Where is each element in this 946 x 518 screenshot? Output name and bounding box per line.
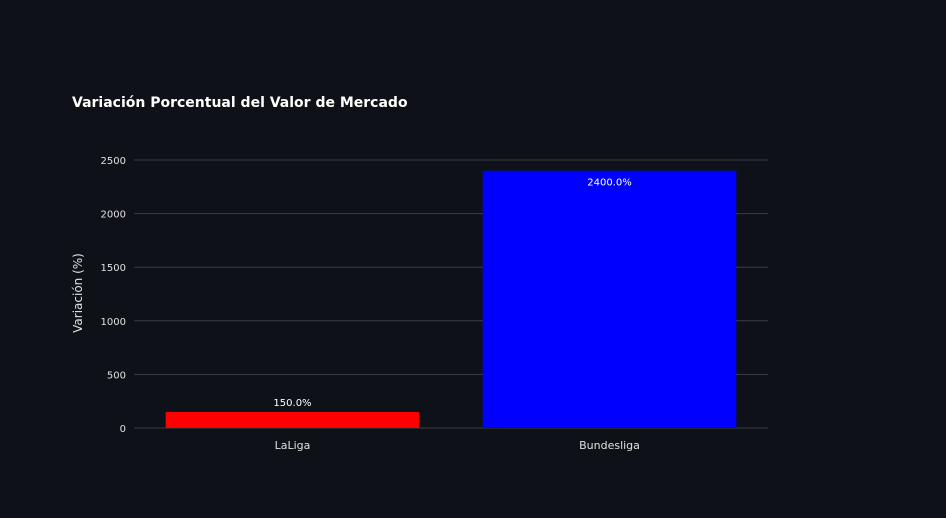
data-labels: 150.0% 2400.0%	[273, 178, 631, 409]
x-tick-label: LaLiga	[275, 439, 311, 452]
bars	[165, 170, 737, 428]
y-tick-label: 1500	[101, 263, 126, 274]
y-tick-label: 0	[120, 424, 126, 435]
y-tick-label: 500	[107, 370, 126, 381]
bar-laliga[interactable]	[165, 411, 420, 428]
data-label: 150.0%	[273, 398, 311, 409]
chart-title: Variación Porcentual del Valor de Mercad…	[72, 95, 408, 111]
data-label: 2400.0%	[587, 178, 632, 189]
y-axis-label: Variación (%)	[71, 253, 85, 333]
x-axis-ticks: LaLiga Bundesliga	[275, 439, 640, 452]
y-tick-label: 2500	[101, 156, 126, 167]
bar-bundesliga[interactable]	[482, 170, 737, 428]
y-tick-label: 2000	[101, 210, 126, 221]
y-tick-label: 1000	[101, 317, 126, 328]
x-tick-label: Bundesliga	[579, 439, 640, 452]
y-axis-ticks: 0 500 1000 1500 2000 2500	[101, 156, 126, 435]
